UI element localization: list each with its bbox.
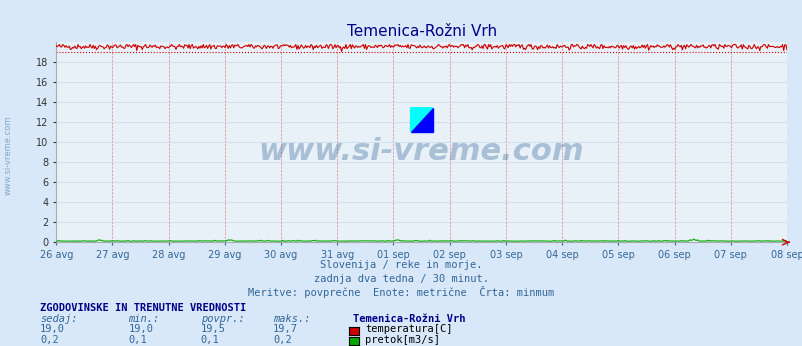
Text: 0,2: 0,2 bbox=[273, 335, 291, 345]
Text: pretok[m3/s]: pretok[m3/s] bbox=[365, 335, 439, 345]
Text: www.si-vreme.com: www.si-vreme.com bbox=[258, 137, 584, 166]
Text: ZGODOVINSKE IN TRENUTNE VREDNOSTI: ZGODOVINSKE IN TRENUTNE VREDNOSTI bbox=[40, 303, 246, 313]
Polygon shape bbox=[410, 108, 432, 132]
Text: temperatura[C]: temperatura[C] bbox=[365, 324, 452, 334]
Text: zadnja dva tedna / 30 minut.: zadnja dva tedna / 30 minut. bbox=[314, 274, 488, 284]
Text: 19,0: 19,0 bbox=[40, 324, 65, 334]
Text: 19,7: 19,7 bbox=[273, 324, 298, 334]
Text: povpr.:: povpr.: bbox=[200, 315, 244, 325]
Text: 0,1: 0,1 bbox=[128, 335, 147, 345]
Polygon shape bbox=[410, 108, 432, 132]
Text: 0,2: 0,2 bbox=[40, 335, 59, 345]
Text: Slovenija / reke in morje.: Slovenija / reke in morje. bbox=[320, 260, 482, 270]
Text: Temenica-Rožni Vrh: Temenica-Rožni Vrh bbox=[353, 315, 465, 325]
Polygon shape bbox=[410, 108, 432, 132]
Text: www.si-vreme.com: www.si-vreme.com bbox=[3, 116, 13, 195]
Text: Meritve: povprečne  Enote: metrične  Črta: minmum: Meritve: povprečne Enote: metrične Črta:… bbox=[248, 286, 554, 298]
Text: 19,5: 19,5 bbox=[200, 324, 225, 334]
Text: 0,1: 0,1 bbox=[200, 335, 219, 345]
Title: Temenica-Rožni Vrh: Temenica-Rožni Vrh bbox=[346, 24, 496, 39]
Text: min.:: min.: bbox=[128, 315, 160, 325]
Text: 19,0: 19,0 bbox=[128, 324, 153, 334]
Text: sedaj:: sedaj: bbox=[40, 315, 78, 325]
Text: maks.:: maks.: bbox=[273, 315, 310, 325]
